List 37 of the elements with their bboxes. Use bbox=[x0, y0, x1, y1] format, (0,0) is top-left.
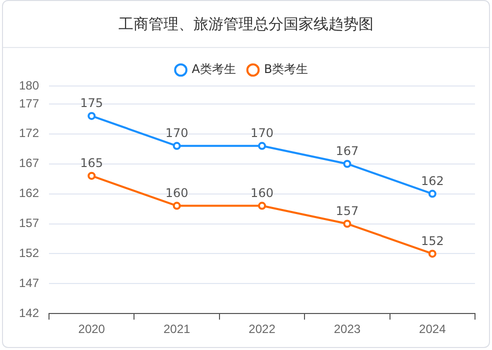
y-tick-label: 177 bbox=[18, 96, 40, 110]
y-tick-label: 147 bbox=[18, 276, 40, 290]
point bbox=[343, 220, 352, 228]
y-tick-label: 142 bbox=[18, 306, 40, 320]
data-label: 160 bbox=[250, 186, 274, 200]
point bbox=[88, 112, 96, 120]
point bbox=[172, 142, 181, 150]
point bbox=[258, 142, 266, 150]
y-tick-label: 172 bbox=[18, 126, 40, 140]
data-label: 152 bbox=[420, 234, 444, 248]
data-label: 160 bbox=[165, 186, 188, 200]
y-tick-label: 157 bbox=[18, 216, 40, 230]
x-tick-label: 2022 bbox=[248, 322, 276, 336]
y-tick-label: 180 bbox=[18, 78, 40, 92]
point bbox=[172, 202, 181, 210]
x-tick-label: 2024 bbox=[419, 322, 446, 336]
y-tick-label: 167 bbox=[18, 156, 40, 170]
x-tick-label: 2020 bbox=[78, 322, 106, 336]
legend-label: B类考生 bbox=[264, 62, 308, 76]
data-label: 165 bbox=[80, 156, 104, 170]
point bbox=[258, 202, 266, 210]
point bbox=[343, 160, 352, 168]
point bbox=[88, 172, 96, 180]
x-tick-label: 2023 bbox=[334, 322, 361, 336]
data-label: 162 bbox=[420, 174, 444, 188]
y-tick-label: 152 bbox=[18, 246, 40, 260]
x-tick-label: 2021 bbox=[163, 322, 190, 336]
data-label: 167 bbox=[336, 144, 359, 158]
chart-title: 工商管理、旅游管理总分国家线趋势图 bbox=[3, 1, 489, 48]
point bbox=[428, 190, 436, 198]
point bbox=[428, 250, 436, 258]
data-label: 175 bbox=[80, 96, 104, 110]
data-label: 157 bbox=[336, 204, 359, 218]
legend-label: A类考生 bbox=[192, 62, 236, 76]
y-tick-label: 162 bbox=[18, 186, 40, 200]
data-label: 170 bbox=[165, 126, 188, 140]
data-label: 170 bbox=[250, 126, 274, 140]
